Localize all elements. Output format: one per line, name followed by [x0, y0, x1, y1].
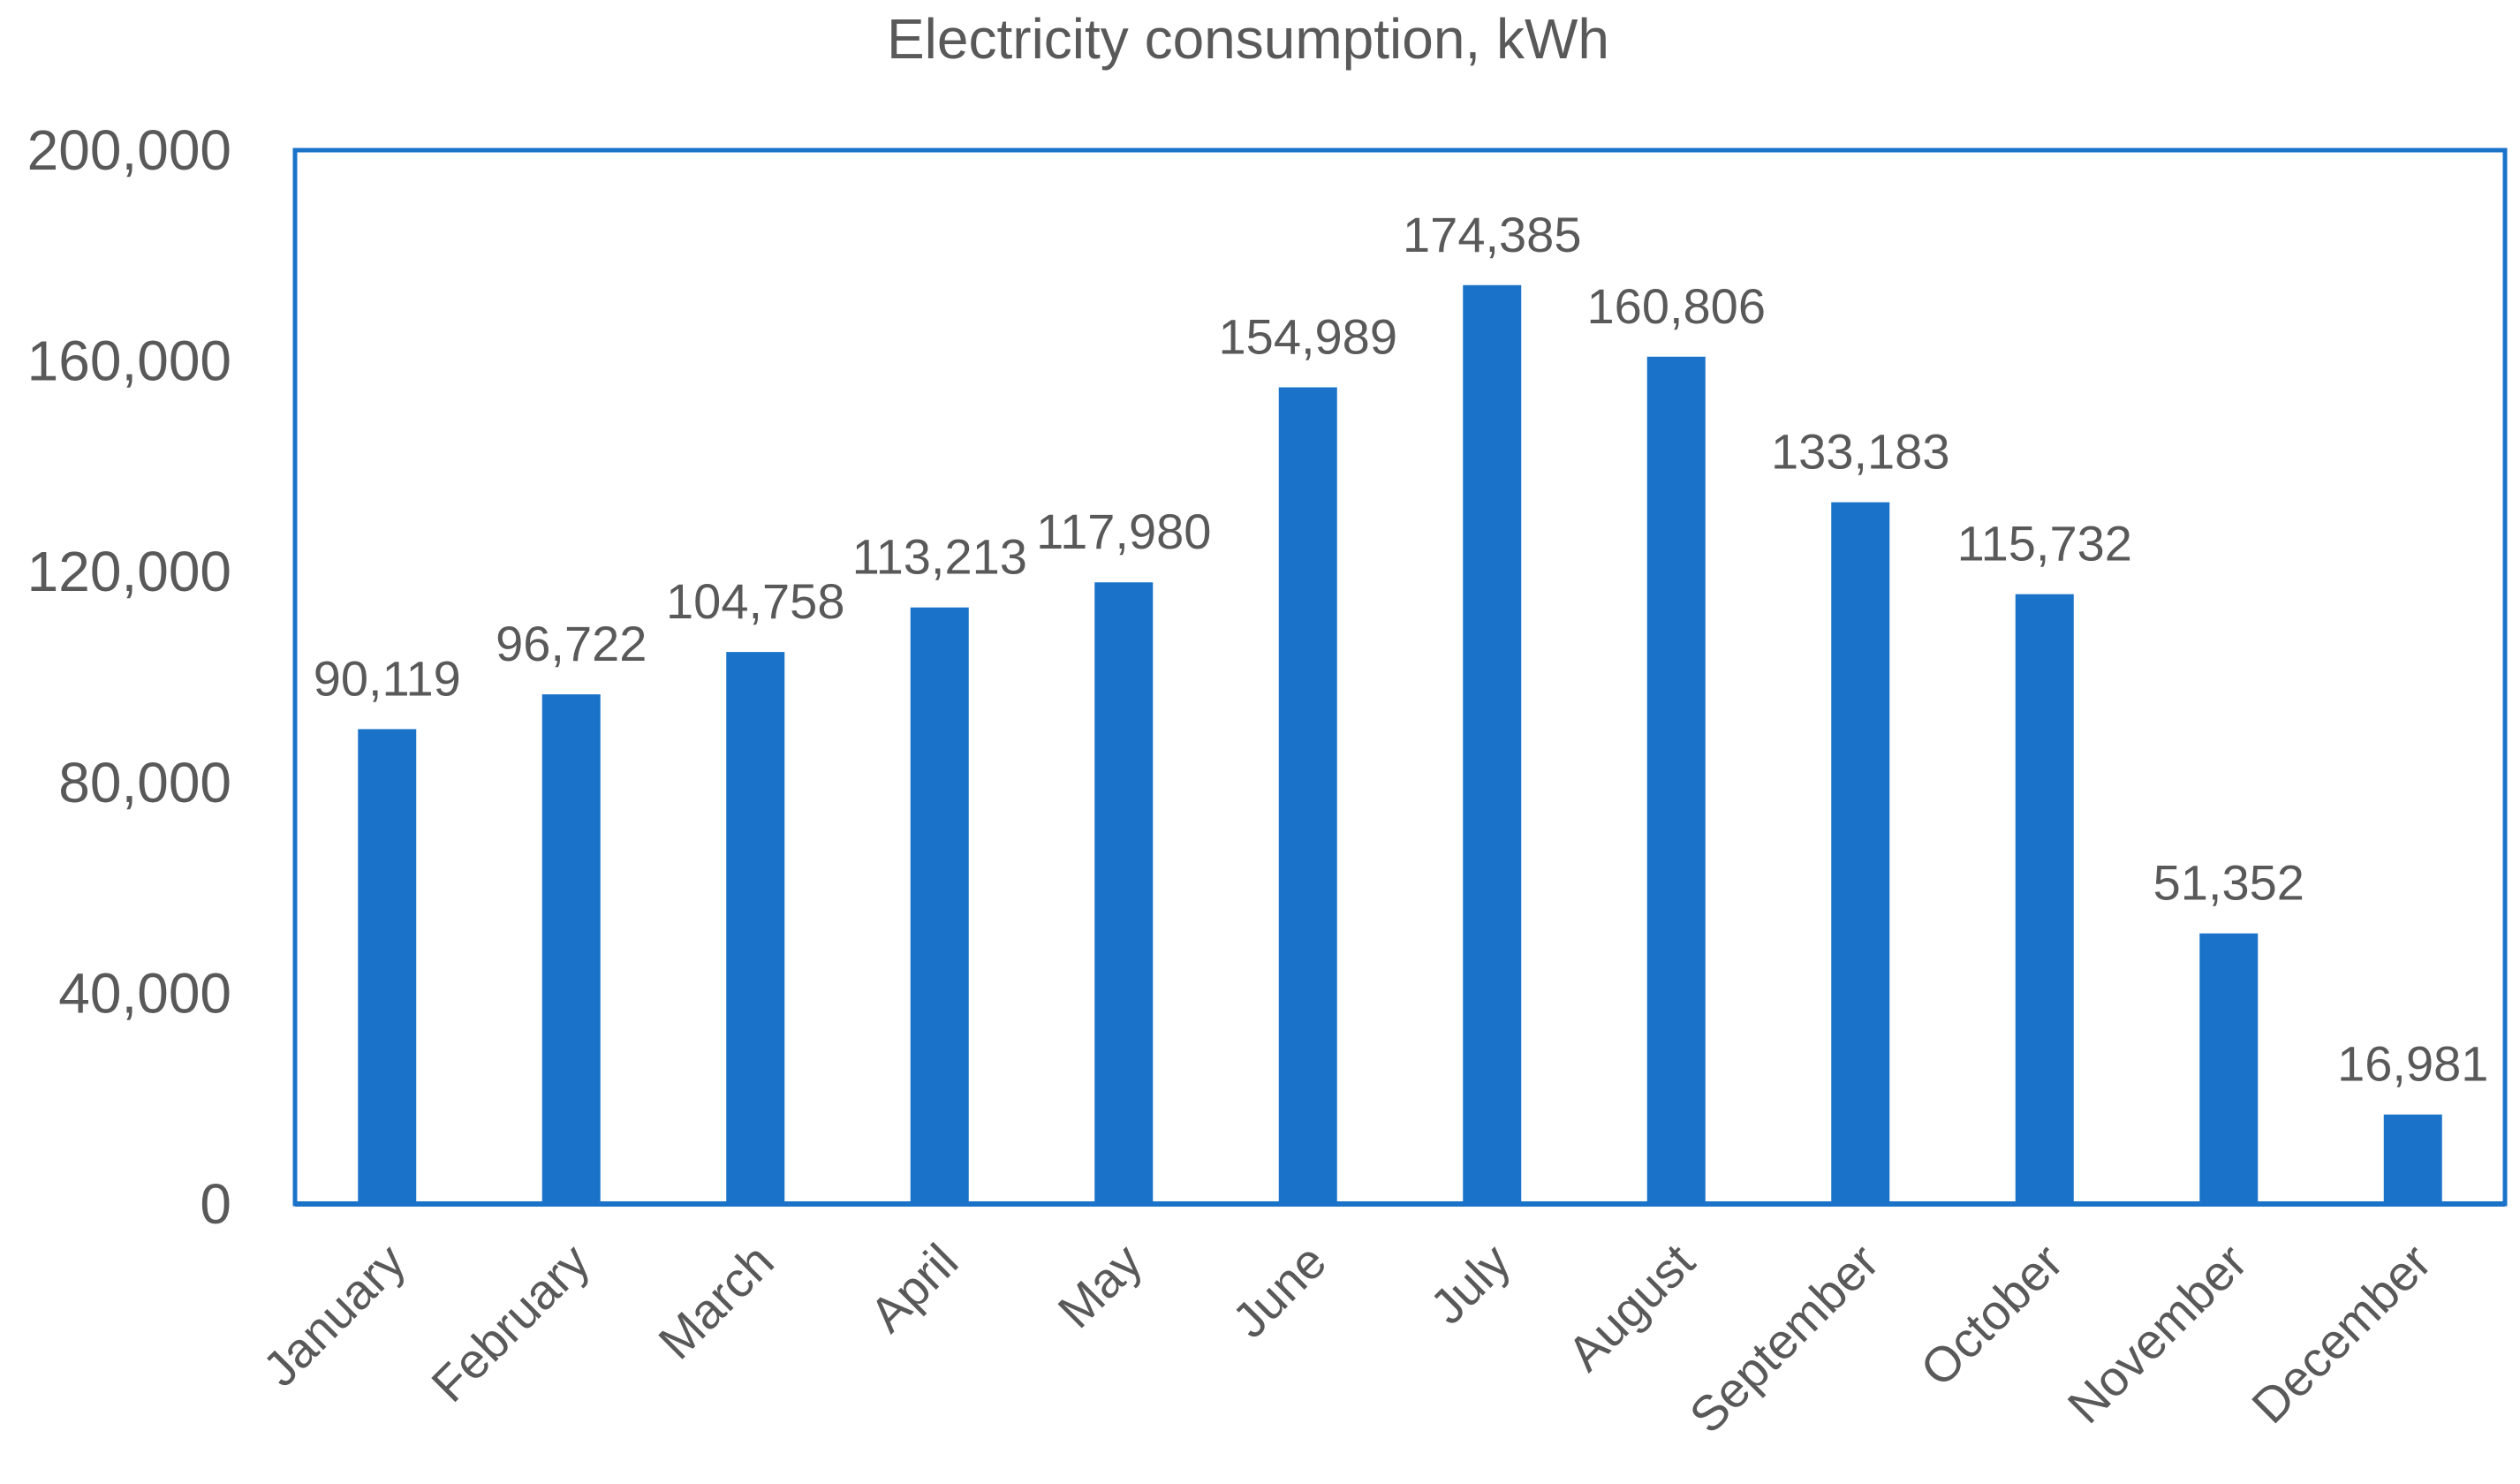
- data-label: 133,183: [1771, 424, 1949, 480]
- data-label: 154,989: [1219, 308, 1397, 364]
- data-label: 96,722: [496, 616, 647, 671]
- bar-july: [1463, 284, 1522, 1205]
- x-tick-label: May: [1047, 1233, 1152, 1338]
- bar-december: [2383, 1114, 2442, 1204]
- bar-august: [1646, 356, 1706, 1204]
- y-tick-label: 160,000: [27, 329, 231, 393]
- x-tick-label: November: [2057, 1233, 2258, 1434]
- data-label: 104,758: [666, 573, 844, 629]
- data-label: 115,732: [1957, 516, 2132, 572]
- data-label: 90,119: [314, 650, 461, 706]
- x-tick-label: February: [420, 1233, 600, 1412]
- bar-november: [2199, 933, 2259, 1204]
- y-tick-label: 40,000: [58, 961, 231, 1025]
- data-label: 16,981: [2337, 1036, 2488, 1092]
- x-tick-label: July: [1419, 1233, 1521, 1335]
- data-label: 113,213: [852, 529, 1027, 585]
- y-axis-tick-labels: 0 40,000 80,000 120,000 160,000 200,000: [27, 118, 231, 1236]
- x-tick-label: January: [252, 1233, 415, 1397]
- x-axis-tick-labels: January February March April May June July Augu…: [252, 1233, 2441, 1444]
- data-label: 51,352: [2153, 855, 2304, 911]
- bar-series: [358, 284, 2442, 1205]
- bar-may: [1094, 582, 1154, 1204]
- bar-october: [2015, 594, 2074, 1204]
- y-tick-label: 0: [200, 1172, 231, 1236]
- bar-march: [726, 652, 785, 1204]
- data-label: 160,806: [1587, 278, 1766, 334]
- x-tick-label: August: [1556, 1233, 1705, 1382]
- y-tick-label: 80,000: [58, 751, 231, 814]
- y-tick-label: 120,000: [27, 540, 231, 603]
- chart-title: Electricity consumption, kWh: [887, 7, 1609, 71]
- x-tick-label: April: [859, 1233, 968, 1343]
- bar-april: [910, 607, 969, 1204]
- bar-february: [541, 694, 601, 1204]
- bar-june: [1278, 387, 1337, 1204]
- x-tick-label: March: [647, 1233, 784, 1370]
- bar-january: [358, 729, 417, 1204]
- data-label: 174,385: [1403, 207, 1581, 262]
- bar-september: [1831, 502, 1890, 1204]
- x-tick-label: June: [1222, 1233, 1336, 1348]
- x-tick-label: September: [1678, 1233, 1888, 1443]
- x-tick-label: December: [2241, 1233, 2441, 1434]
- x-tick-label: October: [1910, 1233, 2073, 1397]
- y-tick-label: 200,000: [27, 118, 231, 182]
- plot-area-frame: [292, 148, 2508, 1207]
- data-label: 117,980: [1036, 504, 1211, 559]
